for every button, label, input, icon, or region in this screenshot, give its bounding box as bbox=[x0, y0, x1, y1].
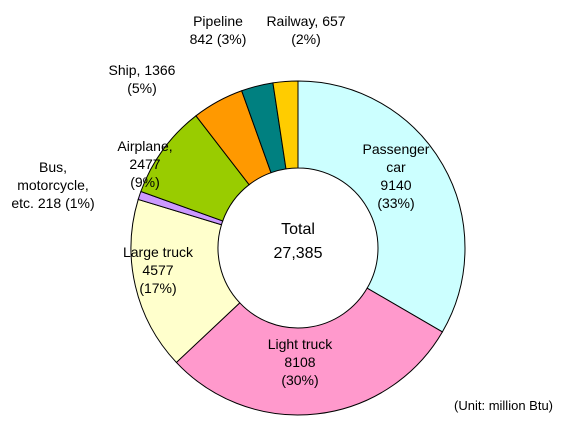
category-name: Bus, motorcycle, etc. bbox=[11, 159, 89, 211]
category-name: Passenger car bbox=[362, 141, 430, 175]
percent-label: (17%) bbox=[139, 280, 177, 296]
donut-slice bbox=[175, 287, 444, 416]
value-label: 4577 bbox=[142, 262, 174, 278]
percent-label: (33%) bbox=[377, 195, 415, 211]
slice-label: Railway, 657 (2%) bbox=[266, 12, 345, 48]
percent-label: (5%) bbox=[127, 80, 157, 96]
center-title: Total bbox=[281, 221, 315, 238]
slice-label: Ship, 1366 (5%) bbox=[109, 61, 176, 97]
unit-note: (Unit: million Btu) bbox=[454, 398, 553, 413]
value-label: 842 bbox=[189, 31, 213, 47]
percent-label: (3%) bbox=[216, 31, 247, 47]
donut-slice bbox=[130, 198, 241, 364]
percent-label: (9%) bbox=[130, 174, 160, 190]
total-label: 27,385 bbox=[274, 245, 323, 262]
percent-label: (30%) bbox=[281, 372, 319, 388]
value-label: 2477 bbox=[129, 156, 161, 172]
donut-slice bbox=[297, 80, 466, 333]
percent-label: (1%) bbox=[65, 195, 95, 211]
category-name: Large truck bbox=[122, 244, 194, 260]
value-label: 1366 bbox=[144, 62, 176, 78]
slice-label: Bus, motorcycle, etc. 218 (1%) bbox=[8, 158, 98, 212]
slice-label: Light truck 8108 (30%) bbox=[268, 335, 333, 389]
slice-label: Airplane, 2477 (9%) bbox=[117, 137, 172, 191]
value-label: 218 bbox=[37, 195, 62, 211]
category-name: Railway, bbox=[266, 13, 319, 29]
slice-label: Pipeline 842 (3%) bbox=[190, 12, 247, 48]
value-label: 9140 bbox=[380, 177, 412, 193]
value-label: 657 bbox=[322, 13, 346, 29]
donut-slice bbox=[272, 80, 299, 170]
slice-label: Passenger car 9140 (33%) bbox=[351, 140, 441, 212]
category-name: Airplane, bbox=[117, 138, 173, 154]
category-name: Ship, bbox=[108, 62, 141, 78]
value-label: 8108 bbox=[284, 354, 316, 370]
category-name: Pipeline bbox=[193, 13, 243, 29]
slice-label: Large truck 4577 (17%) bbox=[123, 243, 193, 297]
percent-label: (2%) bbox=[291, 31, 321, 47]
category-name: Light truck bbox=[267, 336, 333, 352]
